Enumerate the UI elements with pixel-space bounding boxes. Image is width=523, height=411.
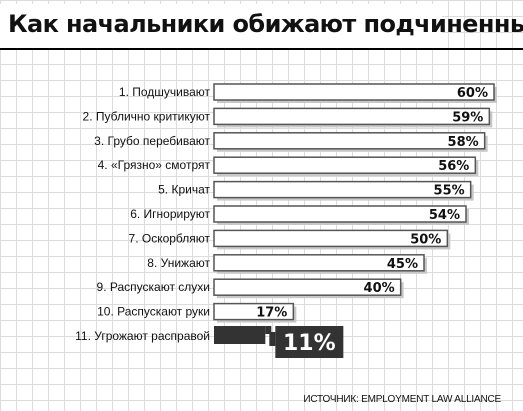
value-label: 40% (364, 281, 395, 296)
bar (213, 156, 477, 174)
bar (213, 229, 449, 248)
bar (213, 180, 472, 199)
bar (213, 278, 402, 296)
value-label: 60% (457, 86, 488, 101)
highlight-callout (275, 326, 344, 358)
category-label: 6. Игнорируют (130, 207, 210, 221)
value-label: 54% (429, 208, 460, 223)
category-label: 8. Унижают (147, 256, 210, 270)
bar-connector (269, 332, 276, 346)
category-label: 4. «Грязно» смотрят (98, 158, 211, 172)
bar (213, 132, 486, 150)
bar (214, 326, 266, 344)
category-label: 11. Угрожают расправой (75, 329, 210, 343)
category-label: 9. Распускают слухи (97, 280, 210, 294)
bar (213, 83, 495, 101)
value-label: 17% (256, 306, 287, 321)
title-band: Как начальники обижают подчиненных (0, 4, 523, 50)
value-label: 45% (387, 257, 418, 272)
category-label: 2. Публично критикуют (83, 109, 211, 123)
value-label: 50% (410, 232, 441, 247)
category-label: 3. Грубо перебивают (94, 134, 210, 148)
value-label: 11% (283, 331, 336, 356)
bar-connector (265, 326, 272, 334)
title-background (0, 4, 442, 48)
bar (213, 107, 491, 126)
value-label: 56% (438, 159, 469, 174)
source-note: ИСТОЧНИК: EMPLOYMENT LAW ALLIANCE (303, 394, 501, 405)
category-label: 10. Распускают руки (97, 305, 210, 319)
bar (213, 254, 425, 272)
category-label: 5. Кричат (158, 183, 210, 197)
category-label: 1. Подшучивают (119, 85, 211, 99)
bar (213, 205, 467, 223)
title-underline (0, 48, 523, 50)
value-label: 55% (434, 184, 465, 199)
value-label: 58% (448, 135, 479, 150)
chart-title: Как начальники обижают подчиненных (8, 10, 523, 38)
value-label: 59% (452, 110, 483, 125)
bar (213, 302, 295, 321)
category-label: 7. Оскорбляют (129, 231, 211, 245)
